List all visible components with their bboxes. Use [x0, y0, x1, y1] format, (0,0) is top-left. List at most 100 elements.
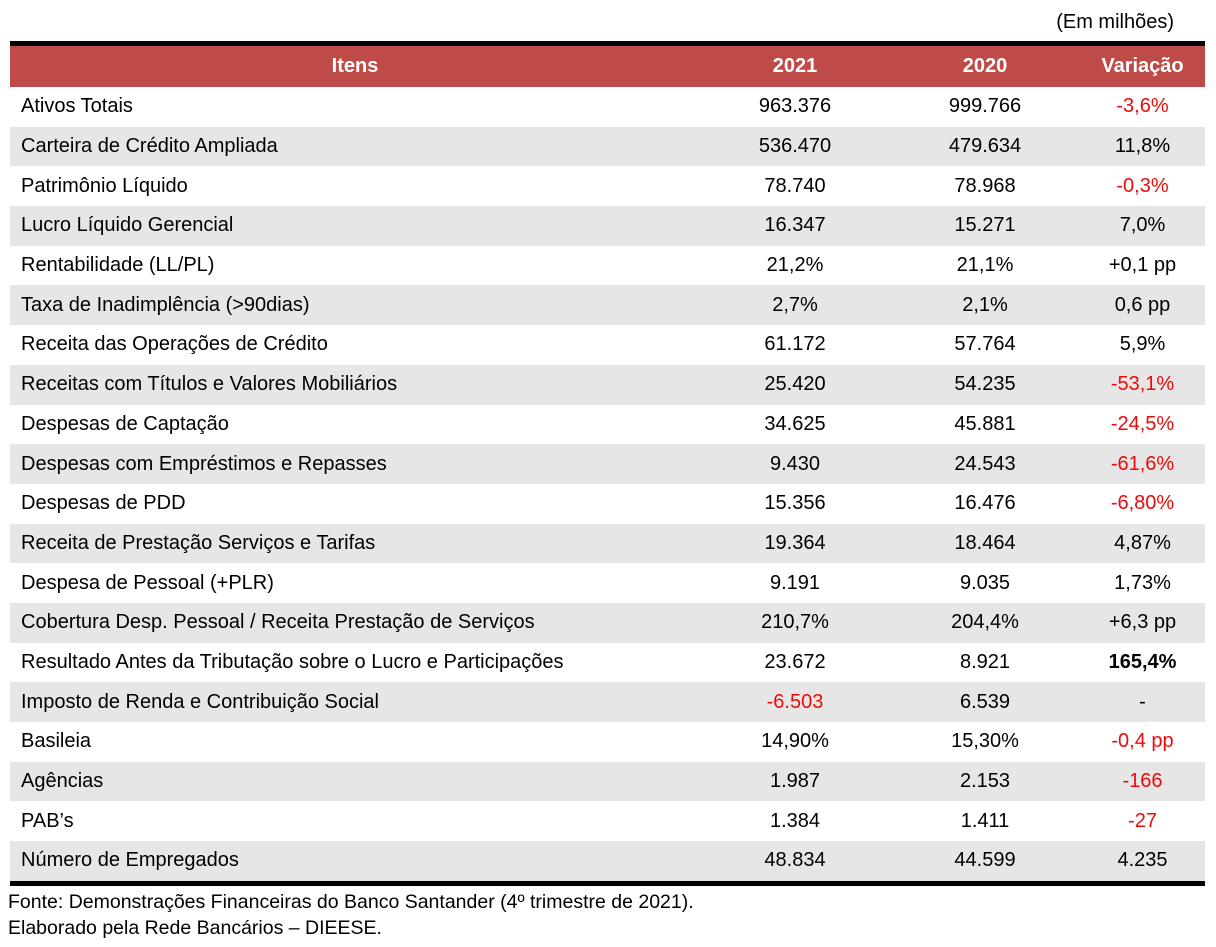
variation-cell: 165,4%: [1108, 650, 1177, 673]
item-cell: Receita das Operações de Crédito: [21, 333, 328, 356]
variation-cell: -24,5%: [1110, 412, 1175, 435]
item-cell: Despesas com Empréstimos e Repasses: [10, 444, 700, 484]
variation-cell: 1,73%: [1114, 571, 1171, 594]
item-cell: Agências: [10, 761, 700, 802]
value-2021-cell: 21,2%: [766, 254, 824, 277]
value-2020-cell: 24.543: [890, 444, 1080, 484]
table-row: Agências 1.987 2.153 -166: [10, 761, 1205, 802]
value-2020-cell: 6.539: [890, 682, 1080, 722]
column-header-2021: 2021: [700, 43, 890, 87]
item-cell: Número de Empregados: [10, 841, 700, 884]
column-header-variacao: Variação: [1080, 43, 1205, 87]
item-cell: Taxa de Inadimplência (>90dias): [10, 285, 700, 326]
value-2021-cell: 210,7%: [700, 602, 890, 643]
value-2020-cell: 54.235: [890, 364, 1080, 405]
table-row: Cobertura Desp. Pessoal / Receita Presta…: [10, 602, 1205, 643]
item-cell: Despesas de Captação: [21, 412, 229, 435]
item-cell: Resultado Antes da Tributação sobre o Lu…: [21, 650, 564, 673]
value-2020-cell: 9.035: [959, 571, 1011, 594]
table-row: Despesa de Pessoal (+PLR) 9.191 9.035 1,73%: [10, 563, 1205, 603]
units-note: (Em milhões): [1056, 11, 1174, 33]
value-2021-cell: 536.470: [700, 126, 890, 167]
value-2021-cell: 9.430: [700, 444, 890, 484]
table-row: Lucro Líquido Gerencial 16.347 15.271 7,0%: [10, 206, 1205, 246]
value-2020-cell: 45.881: [954, 412, 1016, 435]
elaboration-note: Elaborado pela Rede Bancários – DIEESE.: [8, 916, 382, 939]
value-2020-cell: 479.634: [890, 126, 1080, 167]
item-cell: Receita de Prestação Serviços e Tarifas: [10, 523, 700, 564]
variation-cell: 5,9%: [1119, 333, 1166, 356]
table-row: Despesas com Empréstimos e Repasses 9.430…: [10, 444, 1205, 484]
variation-cell: -166: [1080, 761, 1205, 802]
item-cell: Cobertura Desp. Pessoal / Receita Presta…: [10, 602, 700, 643]
table-row: Taxa de Inadimplência (>90dias) 2,7% 2,1% 0…: [10, 285, 1205, 326]
variation-cell: -27: [1128, 809, 1157, 832]
value-2021-cell: -6.503: [700, 682, 890, 722]
variation-cell: 7,0%: [1080, 206, 1205, 246]
table-row: Receita de Prestação Serviços e Tarifas 1…: [10, 523, 1205, 564]
source-note: Fonte: Demonstrações Financeiras do Banc…: [8, 890, 694, 913]
variation-cell: 0,6 pp: [1080, 285, 1205, 326]
value-2020-cell: 21,1%: [956, 254, 1014, 277]
table-body: Ativos Totais 963.376 999.766 -3,6% Carteira…: [10, 87, 1205, 884]
variation-cell: 4.235: [1080, 841, 1205, 884]
value-2021-cell: 963.376: [758, 95, 832, 118]
variation-cell: -0,3%: [1116, 174, 1169, 197]
value-2021-cell: 19.364: [700, 523, 890, 564]
value-2021-cell: 25.420: [700, 364, 890, 405]
value-2020-cell: 44.599: [890, 841, 1080, 884]
value-2020-cell: 2,1%: [890, 285, 1080, 326]
table-row: Número de Empregados 48.834 44.599 4.235: [10, 841, 1205, 884]
value-2021-cell: 1.384: [769, 809, 821, 832]
value-2021-cell: 61.172: [764, 333, 826, 356]
variation-cell: +6,3 pp: [1080, 602, 1205, 643]
value-2020-cell: 18.464: [890, 523, 1080, 564]
value-2020-cell: 8.921: [959, 650, 1011, 673]
table-row: Basileia 14,90% 15,30% -0,4 pp: [10, 722, 1205, 762]
variation-cell: -61,6%: [1080, 444, 1205, 484]
variation-cell: +0,1 pp: [1108, 254, 1177, 277]
item-cell: Basileia: [21, 730, 92, 753]
item-cell: Patrimônio Líquido: [21, 174, 188, 197]
table-header-row: Itens 2021 2020 Variação: [10, 43, 1205, 87]
value-2020-cell: 16.476: [954, 492, 1016, 515]
value-2020-cell: 1.411: [960, 809, 1010, 832]
variation-cell: -0,4 pp: [1111, 730, 1174, 753]
item-cell: Lucro Líquido Gerencial: [10, 206, 700, 246]
value-2021-cell: 2,7%: [700, 285, 890, 326]
value-2021-cell: 48.834: [700, 841, 890, 884]
table-row: Receitas com Títulos e Valores Mobiliári…: [10, 364, 1205, 405]
value-2020-cell: 57.764: [954, 333, 1016, 356]
table-row: Carteira de Crédito Ampliada 536.470 479.6…: [10, 126, 1205, 167]
item-cell: Despesas de PDD: [21, 492, 186, 515]
variation-cell: -53,1%: [1080, 364, 1205, 405]
variation-cell: -6,80%: [1110, 492, 1175, 515]
value-2020-cell: 2.153: [890, 761, 1080, 802]
value-2021-cell: 78.740: [764, 174, 826, 197]
item-cell: Ativos Totais: [21, 95, 133, 118]
value-2020-cell: 204,4%: [890, 602, 1080, 643]
item-cell: PAB’s: [21, 809, 74, 832]
value-2021-cell: 23.672: [764, 650, 826, 673]
value-2021-cell: 34.625: [764, 412, 826, 435]
variation-cell: 11,8%: [1080, 126, 1205, 167]
value-2021-cell: 14,90%: [761, 730, 829, 753]
item-cell: Rentabilidade (LL/PL): [21, 254, 215, 277]
table-row: Despesas de Captação 34.625 45.881 -24,5%: [10, 405, 1205, 445]
value-2020-cell: 15,30%: [951, 730, 1019, 753]
column-header-2020: 2020: [890, 43, 1080, 87]
item-cell: Receitas com Títulos e Valores Mobiliári…: [10, 364, 700, 405]
value-2021-cell: 9.191: [769, 571, 821, 594]
item-cell: Imposto de Renda e Contribuição Social: [10, 682, 700, 722]
table-row: Resultado Antes da Tributação sobre o Lu…: [10, 643, 1205, 683]
value-2021-cell: 16.347: [700, 206, 890, 246]
variation-cell: 4,87%: [1080, 523, 1205, 564]
table-row: PAB’s 1.384 1.411 -27: [10, 801, 1205, 841]
variation-cell: -: [1080, 682, 1205, 722]
value-2021-cell: 1.987: [700, 761, 890, 802]
value-2020-cell: 78.968: [954, 174, 1016, 197]
item-cell: Despesa de Pessoal (+PLR): [21, 571, 274, 594]
table-row: Rentabilidade (LL/PL) 21,2% 21,1% +0,1 pp: [10, 246, 1205, 286]
value-2020-cell: 15.271: [890, 206, 1080, 246]
